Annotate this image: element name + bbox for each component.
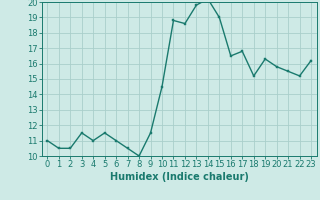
X-axis label: Humidex (Indice chaleur): Humidex (Indice chaleur) xyxy=(110,172,249,182)
